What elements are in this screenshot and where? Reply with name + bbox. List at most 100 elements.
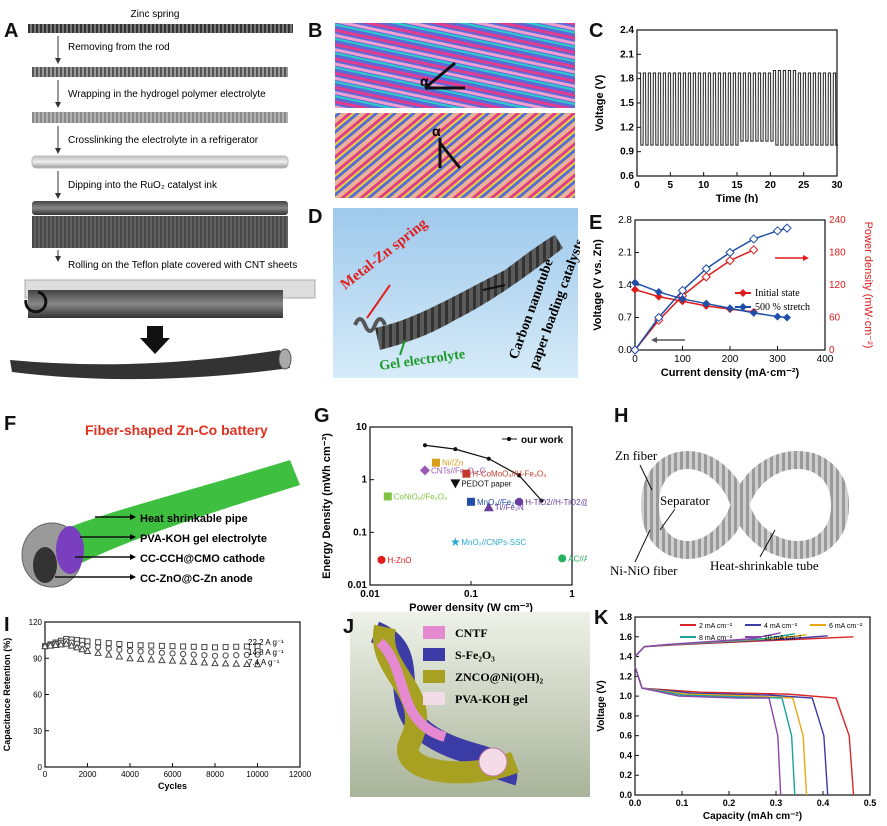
roll-arrow-icon	[24, 290, 48, 314]
retention-marker	[169, 643, 176, 650]
voltage-marker	[631, 278, 639, 287]
series-label: 22.2 A g⁻¹	[248, 638, 284, 647]
panel-label-h: H	[614, 405, 629, 427]
x-tick-label: 0.0	[629, 798, 642, 808]
y-tick-label: 120	[29, 618, 43, 627]
x-tick-label: 0	[632, 354, 638, 365]
y-tick-label: 0.7	[618, 313, 632, 324]
legend-label: Initial state	[755, 288, 800, 299]
x-tick-label: 8000	[206, 770, 224, 779]
x-tick-label: 4000	[121, 770, 139, 779]
y2-tick-label: 120	[829, 280, 846, 291]
plot-frame	[634, 219, 826, 351]
retention-marker	[116, 641, 123, 648]
step-crosslinking: Crosslinking the electrolyte in a refrig…	[68, 135, 259, 146]
reference-point-label: MnO₂//CNPs-SSC	[461, 538, 526, 547]
y-axis-label: Voltage (V)	[596, 680, 607, 731]
retention-marker	[158, 649, 165, 656]
retention-marker	[148, 649, 155, 656]
y2-tick-label: 0	[829, 345, 835, 356]
y-tick-label: 1.0	[619, 691, 632, 701]
voltage-marker	[773, 312, 782, 321]
layer-anode: CC-ZnO@C-Zn anode	[140, 573, 253, 585]
reference-point-label: CNTs//Fe₃O₄-C	[431, 466, 486, 475]
retention-marker	[211, 652, 219, 659]
reference-point-label: H-ZnO	[388, 556, 412, 565]
power-marker	[749, 234, 759, 244]
retention-marker	[243, 651, 250, 659]
retention-marker	[57, 640, 65, 648]
reference-point	[462, 469, 471, 478]
cnt-rolled-fiber	[28, 290, 283, 318]
reference-point-label: Ti//Fe₂N	[495, 503, 524, 512]
reference-point	[377, 555, 386, 564]
y-tick-label: 30	[33, 727, 42, 736]
retention-marker	[233, 652, 240, 659]
reference-point-label: AC//AC	[568, 554, 587, 563]
retention-marker	[83, 646, 92, 654]
retention-marker	[137, 648, 144, 655]
arrow-head-left	[651, 337, 657, 343]
panel-j-legend: CNTF S-Fe₂O₃ ZNCO@Ni(OH)₂ PVA-KOH gel	[423, 626, 543, 706]
x-axis-label: Current density (mA·cm⁻²)	[661, 367, 800, 379]
discharge-curve	[634, 666, 808, 796]
y-tick-label: 2.1	[618, 248, 632, 259]
voltage-cycling-line	[638, 70, 839, 146]
panel-f: F Fiber-shaped Zn-Co battery Heat shrink…	[0, 405, 315, 605]
metal-zn-spring-coil	[353, 317, 387, 333]
x-tick-label: 200	[722, 354, 739, 365]
retention-marker	[222, 644, 229, 651]
reference-point	[467, 497, 475, 506]
legend-label: 4 mA cm⁻²	[764, 623, 798, 630]
legend-cntf: CNTF	[455, 626, 488, 640]
retention-marker	[169, 650, 176, 657]
retention-marker	[233, 643, 240, 650]
y-tick-label: 2.8	[618, 215, 632, 226]
y-tick-label: 0.9	[620, 147, 634, 158]
chart-e-polarization: 0 100 200 300 400 0.0 0.7 1.4 2.1 2.8 Current dens…	[592, 215, 874, 379]
reference-point-label: CoNiO₂//Fe₂O₃	[394, 492, 447, 501]
power-marker	[630, 345, 640, 355]
retention-marker	[254, 651, 261, 658]
x-tick-label: 10000	[246, 770, 269, 779]
panel-a-illustration: Zinc spring Removing from the rod Wrappi…	[10, 9, 316, 380]
panel-label-a: A	[4, 20, 19, 42]
fiber-cross-section	[478, 747, 508, 777]
plot-frame	[636, 29, 838, 177]
y-tick-label: 0	[38, 763, 43, 772]
retention-marker	[62, 639, 71, 647]
series-label: 14.8 A g⁻¹	[248, 648, 284, 657]
x-tick-label: 100	[674, 354, 691, 365]
panel-d-illustration: Metal-Zn spring Carbon nanotube paper lo…	[333, 208, 580, 378]
y-tick-label: 10	[356, 422, 368, 433]
cathode-cross-section	[56, 526, 84, 574]
voltage-marker	[654, 287, 663, 296]
reference-point-label: PEDOT paper	[461, 479, 511, 488]
x-tick-label: 300	[769, 354, 786, 365]
panel-label-e: E	[589, 212, 603, 234]
voltage-marker	[783, 313, 791, 322]
our-work-point	[539, 498, 544, 503]
retention-marker	[200, 658, 209, 666]
y-tick-label: 1	[361, 475, 367, 486]
power-series-line	[634, 227, 788, 351]
anode-cross-section	[33, 547, 57, 583]
retention-marker	[179, 657, 187, 665]
step-wrapping: Wrapping in the hydrogel polymer electro…	[68, 89, 266, 100]
x-tick-label: 0.1	[676, 798, 689, 808]
label-separator: Separator	[660, 493, 710, 508]
x-axis-label: Power density (W cm⁻³)	[409, 602, 533, 614]
arrow-head-right	[803, 255, 809, 261]
y-tick-label: 1.4	[618, 280, 632, 291]
power-marker	[725, 247, 735, 258]
legend-marker	[739, 289, 747, 297]
step-zinc-spring: Zinc spring	[131, 9, 180, 20]
panel-d: D Metal-Zn spring Carbon nanotube paper …	[305, 200, 580, 380]
power-marker	[749, 245, 759, 255]
voltage-marker	[702, 299, 711, 308]
title-fiber-zn-co: Fiber-shaped Zn-Co battery	[85, 422, 268, 438]
final-fiber-battery	[10, 350, 290, 380]
retention-marker	[95, 639, 102, 646]
retention-marker	[254, 643, 261, 650]
retention-marker	[105, 645, 112, 652]
